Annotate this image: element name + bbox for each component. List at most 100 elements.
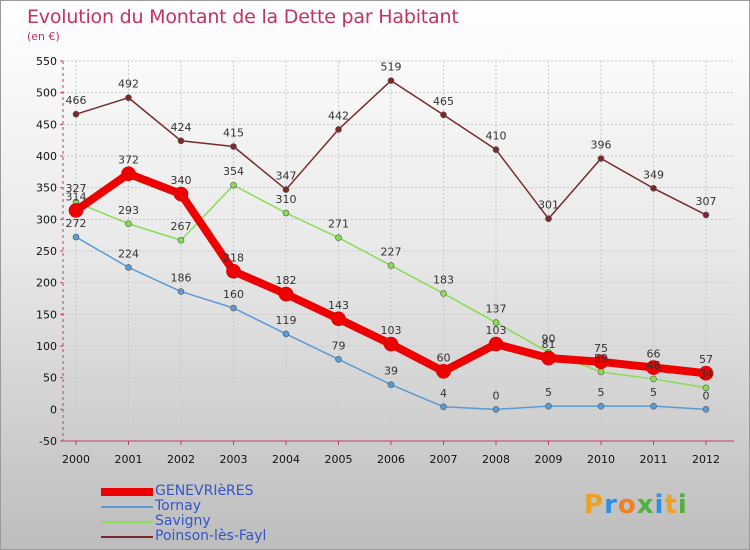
data-label: 314 (66, 190, 87, 203)
data-label: 59 (594, 352, 608, 365)
data-label: 119 (276, 314, 297, 327)
data-point (335, 234, 342, 241)
data-label: 186 (171, 272, 192, 285)
x-tick-label: 2001 (115, 453, 143, 466)
data-point (335, 355, 342, 363)
data-label: 34 (699, 368, 713, 381)
y-tick-label: 500 (36, 87, 57, 100)
legend-item: Tornay (101, 499, 321, 514)
y-tick-label: 100 (36, 340, 57, 353)
x-tick-label: 2004 (272, 453, 300, 466)
data-label: 39 (384, 365, 398, 378)
data-point (230, 181, 237, 189)
legend-swatch (101, 535, 153, 538)
data-label: 90 (542, 332, 556, 345)
data-label: 372 (118, 154, 139, 167)
data-point (72, 110, 80, 118)
data-point (702, 384, 710, 392)
legend-item: GENEVRIèRES (101, 484, 321, 499)
data-label: 79 (332, 339, 346, 352)
data-label: 224 (118, 247, 139, 260)
legend: GENEVRIèRES Tornay Savigny Poinson-lès-Fayl (101, 484, 321, 544)
legend-label: Poinson-lès-Fayl (155, 528, 267, 544)
legend-label: Savigny (155, 513, 211, 529)
data-label: 492 (118, 78, 139, 91)
data-label: 0 (493, 389, 500, 402)
data-label: 410 (486, 130, 507, 143)
data-label: 301 (538, 199, 559, 212)
y-tick-label: 200 (36, 277, 57, 290)
data-point (650, 185, 657, 192)
data-label: 143 (328, 299, 349, 312)
data-point (488, 336, 504, 352)
data-label: 5 (650, 386, 657, 399)
legend-label: GENEVRIèRES (155, 483, 254, 499)
x-tick-label: 2008 (482, 453, 510, 466)
data-label: 442 (328, 109, 349, 122)
data-point (177, 236, 185, 244)
data-point (597, 368, 605, 376)
y-tick-label: 150 (36, 308, 57, 321)
x-tick-label: 2000 (62, 453, 90, 466)
chart-title: Evolution du Montant de la Dette par Hab… (27, 6, 459, 28)
data-label: 349 (643, 168, 664, 181)
data-point (121, 166, 136, 182)
data-label: 519 (381, 61, 402, 74)
data-point (650, 402, 657, 410)
x-tick-label: 2002 (167, 453, 195, 466)
x-tick-label: 2011 (640, 453, 668, 466)
data-point (597, 155, 605, 162)
logo-letter: i (654, 490, 665, 520)
data-point (436, 364, 451, 379)
data-point (545, 402, 552, 410)
data-label: 137 (486, 303, 507, 316)
y-tick-label: 400 (36, 150, 57, 163)
data-label: 267 (171, 220, 192, 233)
data-point (335, 126, 342, 133)
data-point (72, 233, 80, 241)
data-point (230, 143, 237, 150)
data-label: 218 (223, 251, 244, 264)
data-label: 424 (171, 121, 192, 134)
logo-letter: r (604, 490, 618, 520)
data-label: 327 (66, 182, 87, 195)
logo-letter: P (584, 490, 605, 520)
unit-label: (en €) (27, 30, 60, 43)
data-label: 160 (223, 288, 244, 301)
data-label: 271 (328, 218, 349, 231)
legend-label: Tornay (155, 498, 201, 514)
data-label: 293 (118, 204, 139, 217)
data-point (68, 203, 84, 218)
data-label: 272 (66, 217, 87, 230)
y-tick-label: -50 (39, 435, 57, 448)
data-label: 48 (647, 359, 661, 372)
data-label: 5 (598, 386, 605, 399)
x-tick-label: 2007 (430, 453, 458, 466)
data-label: 307 (696, 195, 717, 208)
y-tick-label: 450 (36, 118, 57, 131)
data-label: 66 (647, 348, 661, 361)
data-label: 340 (171, 174, 192, 187)
data-label: 466 (66, 94, 87, 107)
data-label: 347 (276, 170, 297, 183)
y-tick-label: 250 (36, 245, 57, 258)
data-label: 103 (486, 324, 507, 337)
data-point (650, 375, 657, 383)
y-tick-label: 550 (36, 55, 57, 68)
legend-swatch (101, 505, 153, 508)
x-tick-label: 2005 (325, 453, 353, 466)
data-point (278, 286, 294, 302)
data-label: 81 (542, 338, 556, 351)
data-point (125, 94, 132, 102)
data-point (702, 406, 710, 413)
data-label: 396 (591, 139, 612, 152)
data-point (282, 209, 290, 217)
x-tick-label: 2012 (692, 453, 720, 466)
data-label: 4 (440, 387, 447, 400)
data-point (173, 186, 189, 202)
data-label: 182 (276, 274, 297, 287)
data-point (698, 365, 714, 381)
data-label: 0 (703, 389, 710, 402)
